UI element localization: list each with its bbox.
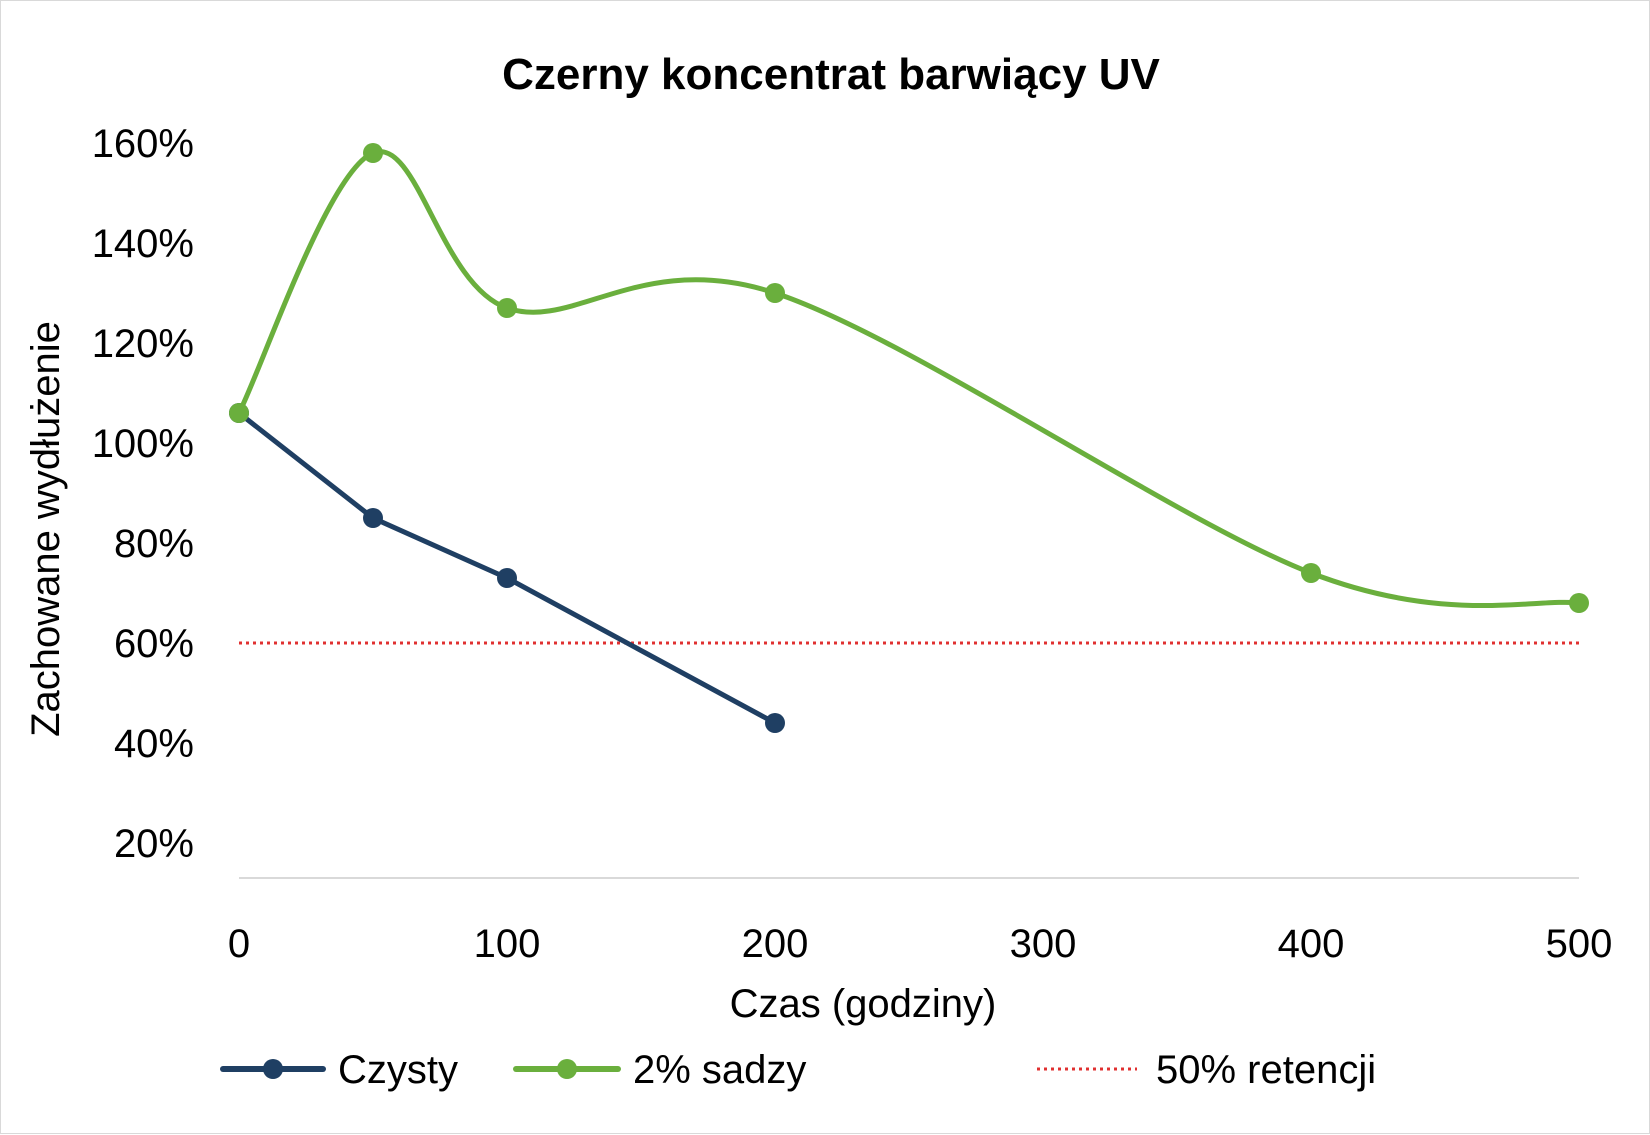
legend-item-2-sadzy: 2% sadzy (513, 1048, 806, 1092)
legend-marker-czysty (263, 1059, 283, 1079)
x-axis-label: Czas (godziny) (730, 982, 997, 1026)
legend-item-50-retencji: 50% retencji (1037, 1048, 1376, 1092)
y-tick-label: 40% (114, 722, 194, 766)
data-point-2-sadzy-500 (1569, 593, 1589, 613)
x-tick-label: 200 (742, 922, 809, 966)
data-point-2-sadzy-100 (497, 298, 517, 318)
y-tick-label: 100% (92, 422, 194, 466)
y-tick-label: 140% (92, 222, 194, 266)
legend-item-czysty: Czysty (220, 1048, 458, 1092)
legend-label-2-sadzy: 2% sadzy (633, 1048, 806, 1092)
chart-title: Czerny koncentrat barwiący UV (502, 50, 1160, 99)
plot-series (229, 143, 1589, 733)
data-point-2-sadzy-50 (363, 143, 383, 163)
legend: Czysty 2% sadzy 50% retencji (220, 1048, 1376, 1092)
x-axis-ticks: 0 100 200 300 400 500 (228, 922, 1613, 966)
legend-label-czysty: Czysty (338, 1048, 458, 1092)
x-tick-label: 400 (1278, 922, 1345, 966)
series-czysty (229, 403, 785, 733)
y-axis-ticks: 20% 40% 60% 80% 100% 120% 140% 160% (92, 122, 194, 866)
y-tick-label: 20% (114, 822, 194, 866)
x-tick-label: 100 (474, 922, 541, 966)
x-tick-label: 500 (1546, 922, 1613, 966)
data-point-2-sadzy-0 (229, 403, 249, 423)
data-point-czysty-50 (363, 508, 383, 528)
series-line-2-sadzy (236, 149, 1582, 609)
series-line-czysty (236, 410, 778, 726)
x-tick-label: 300 (1010, 922, 1077, 966)
legend-label-50-retencji: 50% retencji (1156, 1048, 1376, 1092)
data-point-2-sadzy-400 (1301, 563, 1321, 583)
data-point-czysty-200 (765, 713, 785, 733)
x-tick-label: 0 (228, 922, 250, 966)
y-tick-label: 160% (92, 122, 194, 166)
legend-marker-2-sadzy (557, 1059, 577, 1079)
y-axis-label: Zachowane wydłużenie (24, 321, 68, 737)
y-tick-label: 120% (92, 322, 194, 366)
series-2-sadzy (229, 143, 1589, 613)
data-point-2-sadzy-200 (765, 283, 785, 303)
y-tick-label: 80% (114, 522, 194, 566)
data-point-czysty-100 (497, 568, 517, 588)
y-tick-label: 60% (114, 622, 194, 666)
